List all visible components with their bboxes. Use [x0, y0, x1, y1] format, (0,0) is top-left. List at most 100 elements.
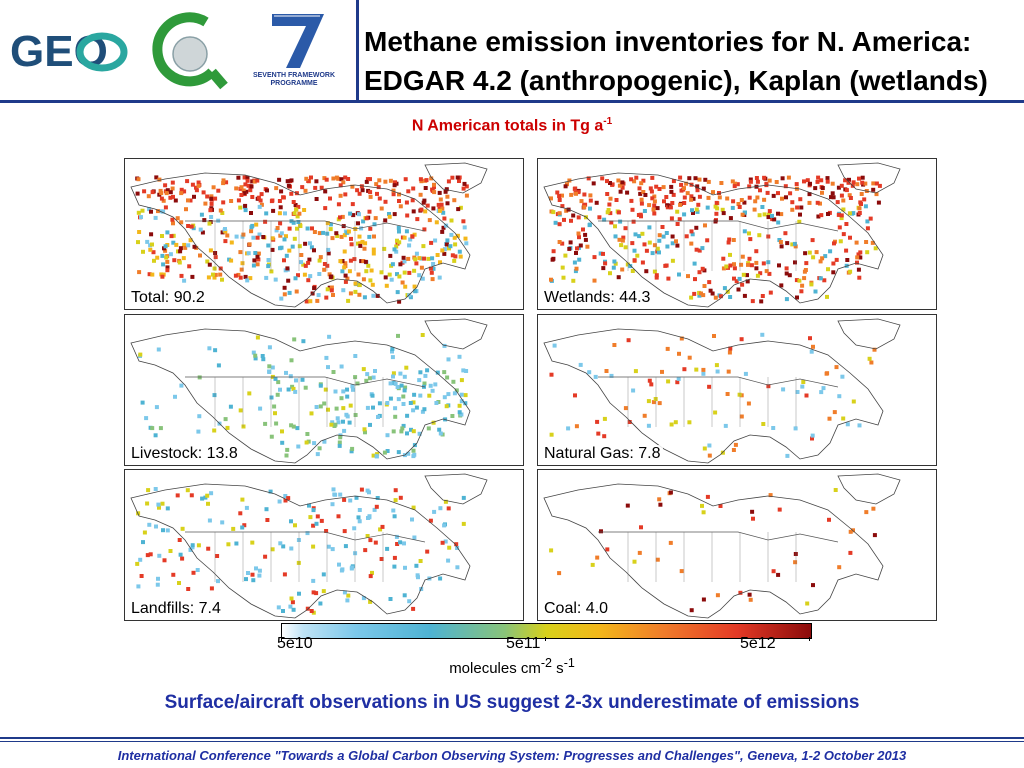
emission-pixel	[422, 198, 427, 203]
emission-pixel	[780, 176, 785, 181]
emission-pixel	[854, 240, 859, 245]
emission-pixel	[461, 219, 466, 224]
emission-pixel	[255, 178, 260, 183]
emission-pixel	[182, 278, 187, 283]
emission-pixel	[420, 409, 425, 414]
colorbar-tick	[545, 637, 546, 641]
emission-pixel	[409, 427, 413, 432]
emission-pixel	[281, 544, 286, 549]
emission-pixel	[715, 206, 720, 211]
emission-pixel	[365, 405, 370, 410]
emission-pixel	[815, 200, 820, 205]
emission-pixel	[446, 506, 451, 511]
emission-pixel	[430, 256, 435, 261]
emission-pixel	[346, 177, 351, 181]
emission-pixel	[784, 297, 789, 302]
emission-pixel	[433, 238, 438, 243]
emission-pixel	[355, 381, 360, 386]
emission-pixel	[457, 354, 462, 359]
emission-pixel	[845, 422, 850, 427]
emission-pixel	[574, 266, 579, 271]
emission-pixel	[338, 215, 342, 220]
emission-pixel	[820, 186, 825, 190]
emission-pixel	[702, 446, 707, 451]
emission-pixel	[294, 207, 299, 212]
emission-pixel	[801, 380, 806, 384]
emission-pixel	[641, 190, 646, 194]
emission-pixel	[571, 278, 576, 283]
emission-pixel	[846, 180, 851, 185]
emission-pixel	[157, 505, 161, 510]
emission-pixel	[413, 289, 418, 294]
emission-pixel	[295, 426, 300, 431]
emission-pixel	[212, 393, 217, 398]
emission-pixel	[179, 220, 184, 225]
emission-pixel	[429, 270, 434, 275]
emission-pixel	[341, 406, 346, 411]
emission-pixel	[760, 205, 765, 209]
emission-pixel	[297, 591, 301, 596]
emission-pixel	[283, 498, 288, 503]
emission-pixel	[816, 175, 821, 180]
emission-pixel	[374, 504, 379, 509]
emission-pixel	[727, 237, 732, 242]
emission-pixel	[330, 547, 335, 552]
emission-pixel	[412, 232, 417, 237]
emission-pixel	[221, 178, 226, 183]
emission-pixel	[455, 175, 460, 180]
emission-pixel	[338, 492, 343, 497]
emission-pixel	[284, 370, 288, 375]
emission-pixel	[258, 198, 263, 203]
emission-pixel	[135, 561, 140, 566]
emission-pixel	[608, 211, 613, 216]
emission-pixel	[289, 358, 294, 363]
emission-pixel	[365, 177, 370, 182]
emission-pixel	[238, 275, 243, 280]
emission-pixel	[346, 298, 351, 303]
emission-pixel	[834, 257, 839, 262]
emission-pixel	[808, 181, 812, 186]
emission-pixel	[337, 562, 341, 567]
emission-pixel	[277, 199, 282, 203]
emission-pixel	[790, 242, 795, 247]
emission-pixel	[617, 237, 622, 242]
emission-pixel	[333, 492, 338, 497]
emission-pixel	[668, 540, 673, 545]
emission-pixel	[684, 234, 689, 239]
emission-pixel	[310, 226, 314, 231]
emission-pixel	[844, 188, 849, 193]
emission-pixel	[418, 559, 423, 563]
emission-pixel	[685, 191, 690, 196]
emission-pixel	[342, 249, 347, 254]
emission-pixel	[374, 182, 379, 187]
colorbar-tick	[809, 637, 810, 641]
emission-pixel	[328, 222, 333, 227]
emission-pixel	[811, 344, 815, 349]
emission-pixels	[135, 487, 466, 615]
emission-pixel	[592, 255, 597, 260]
emission-pixel	[794, 182, 799, 187]
emission-pixel	[275, 392, 280, 397]
emission-pixel	[758, 271, 763, 276]
emission-pixel	[412, 535, 417, 540]
emission-pixel	[154, 524, 158, 529]
emission-pixel	[384, 283, 389, 288]
emission-pixel	[402, 270, 407, 275]
emission-pixel	[691, 211, 695, 215]
emission-pixel	[375, 452, 380, 457]
emission-pixel	[452, 258, 457, 263]
emission-pixel	[785, 241, 790, 246]
panel-label: Wetlands: 44.3	[542, 289, 653, 307]
emission-pixel	[402, 593, 407, 598]
emission-pixel	[378, 527, 383, 532]
header-divider-vertical	[356, 0, 359, 103]
emission-pixel	[644, 269, 649, 274]
emission-pixel	[809, 349, 814, 354]
emission-pixel	[156, 347, 161, 352]
emission-pixel	[646, 399, 651, 404]
emission-pixel	[586, 176, 591, 181]
emission-pixel	[368, 538, 373, 543]
emission-pixel	[805, 601, 810, 606]
emission-pixel	[811, 255, 816, 260]
emission-pixel	[422, 227, 427, 232]
